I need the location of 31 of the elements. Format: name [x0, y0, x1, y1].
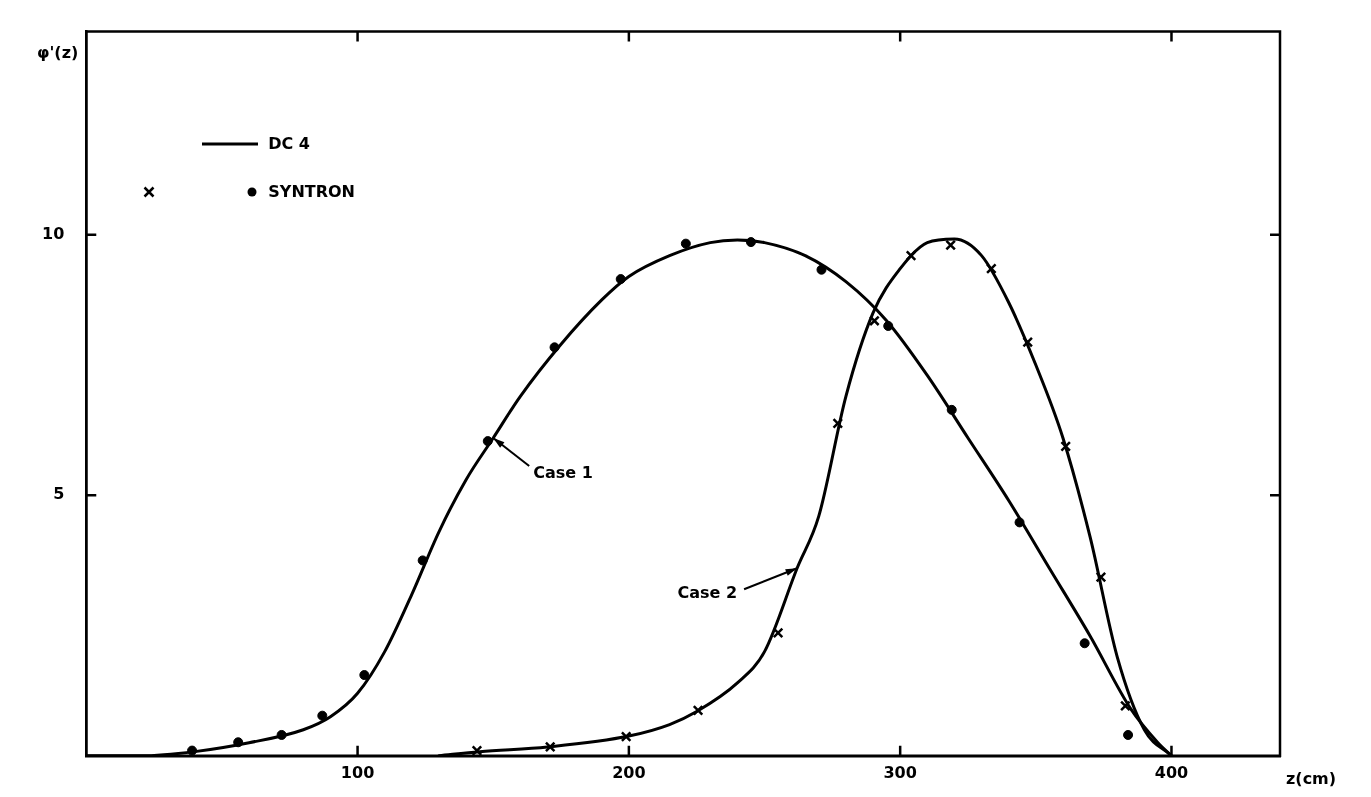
- point: [1123, 729, 1134, 740]
- annotation: Case 2: [677, 583, 738, 603]
- point: [620, 731, 632, 743]
- y-tick-label: 5: [53, 484, 65, 504]
- point: [1095, 571, 1107, 583]
- point: [985, 263, 997, 275]
- point: [945, 239, 957, 251]
- point: [317, 710, 328, 721]
- point: [1119, 700, 1131, 712]
- legend-label: SYNTRON: [268, 182, 355, 202]
- y-tick-label: 10: [42, 223, 65, 243]
- legend-label: DC 4: [268, 134, 310, 154]
- point: [359, 670, 370, 681]
- point: [471, 745, 483, 756]
- x-tick-label: 200: [612, 762, 646, 782]
- annotation: Case 1: [533, 463, 593, 483]
- point: [544, 741, 556, 753]
- x-tick-label: 400: [1154, 762, 1189, 782]
- point: [1060, 440, 1072, 452]
- point: [868, 315, 880, 327]
- point: [772, 627, 784, 639]
- x-tick-label: 100: [340, 762, 375, 782]
- point: [1022, 336, 1034, 348]
- y-axis-title: φ'(z): [36, 42, 79, 62]
- point: [692, 704, 704, 716]
- point: [905, 250, 917, 262]
- x-axis-title: z(cm): [1286, 768, 1337, 788]
- point: [1079, 638, 1090, 649]
- point: [832, 417, 844, 429]
- x-tick-label: 300: [883, 762, 917, 782]
- point: [680, 238, 691, 249]
